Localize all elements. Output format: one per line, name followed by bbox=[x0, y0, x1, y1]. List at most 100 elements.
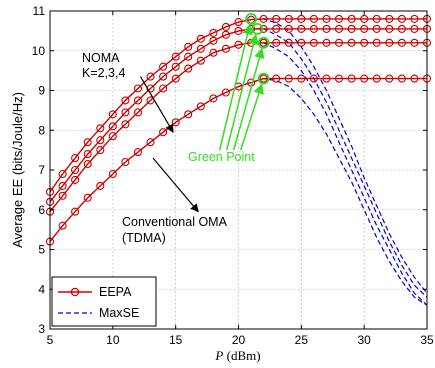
eepa-point bbox=[334, 14, 344, 23]
eepa-point bbox=[96, 136, 105, 145]
eepa-point bbox=[297, 38, 306, 47]
eepa-point bbox=[309, 14, 318, 23]
eepa-point bbox=[83, 159, 92, 169]
eepa-point bbox=[133, 96, 143, 105]
eepa-point bbox=[272, 38, 281, 47]
eepa-point bbox=[410, 38, 419, 47]
eepa-point bbox=[322, 14, 331, 23]
eepa-point bbox=[397, 24, 406, 33]
eepa-point bbox=[410, 14, 419, 23]
eepa-point bbox=[309, 24, 318, 33]
eepa-point bbox=[221, 44, 230, 53]
eepa-point bbox=[196, 34, 205, 43]
green-point-layer bbox=[218, 12, 270, 151]
eepa-point bbox=[284, 24, 293, 33]
oma-label-line1: Conventional OMA bbox=[122, 215, 228, 229]
y-tick-label: 5 bbox=[38, 243, 45, 257]
eepa-point bbox=[385, 14, 394, 23]
eepa-point bbox=[360, 38, 369, 47]
eepa-point bbox=[297, 14, 306, 23]
eepa-point bbox=[196, 44, 205, 53]
oma-label-line2: (TDMA) bbox=[122, 231, 166, 245]
green-arrow bbox=[218, 23, 253, 151]
eepa-point bbox=[372, 14, 381, 23]
eepa-point bbox=[397, 38, 406, 47]
eepa-point bbox=[221, 30, 230, 39]
eepa-point bbox=[385, 24, 394, 33]
y-tick-label: 4 bbox=[38, 282, 45, 296]
y-tick-label: 8 bbox=[38, 123, 45, 137]
legend-maxse-label: MaxSE bbox=[99, 306, 139, 320]
eepa-line-0 bbox=[49, 18, 427, 193]
eepa-point bbox=[209, 48, 218, 57]
maxse-line-3 bbox=[238, 77, 428, 306]
eepa-point bbox=[171, 118, 180, 127]
eepa-point bbox=[334, 74, 344, 83]
green-point-label: Green Point bbox=[188, 150, 255, 164]
eepa-point bbox=[334, 38, 344, 47]
maxse-line-2 bbox=[238, 42, 428, 306]
eepa-point bbox=[259, 14, 268, 23]
x-tick-label: 10 bbox=[106, 333, 120, 347]
eepa-point bbox=[259, 24, 268, 33]
eepa-point bbox=[347, 14, 356, 23]
eepa-point bbox=[234, 18, 243, 27]
eepa-point bbox=[171, 52, 180, 61]
eepa-point bbox=[108, 122, 117, 131]
eepa-point bbox=[71, 154, 80, 163]
eepa-point bbox=[309, 74, 318, 83]
eepa-point bbox=[360, 14, 369, 23]
eepa-point bbox=[58, 181, 67, 190]
x-tick-label: 35 bbox=[420, 333, 434, 347]
eepa-point bbox=[196, 56, 205, 65]
eepa-point bbox=[83, 150, 92, 159]
green-point bbox=[257, 36, 270, 49]
eepa-point bbox=[410, 74, 419, 83]
green-point bbox=[245, 12, 258, 25]
x-tick-label: 5 bbox=[47, 333, 54, 347]
eepa-point bbox=[297, 74, 306, 83]
eepa-point bbox=[58, 191, 67, 200]
eepa-point bbox=[322, 24, 331, 33]
eepa-point bbox=[121, 96, 130, 105]
green-point bbox=[257, 72, 270, 85]
eepa-point bbox=[397, 14, 406, 23]
eepa-point bbox=[58, 221, 67, 230]
eepa-point bbox=[159, 62, 168, 71]
x-tick-label: 20 bbox=[232, 333, 246, 347]
legend-eepa-marker bbox=[70, 287, 80, 297]
eepa-point bbox=[146, 72, 155, 81]
eepa-point bbox=[209, 36, 218, 45]
eepa-point bbox=[385, 74, 394, 83]
eepa-point bbox=[184, 52, 193, 61]
eepa-point bbox=[272, 24, 281, 33]
eepa-point bbox=[347, 74, 356, 83]
eepa-point bbox=[360, 24, 369, 33]
eepa-point bbox=[159, 84, 168, 93]
eepa-point bbox=[133, 84, 143, 93]
eepa-point bbox=[184, 110, 193, 119]
eepa-point bbox=[71, 207, 80, 216]
eepa-point bbox=[322, 38, 331, 47]
y-tick-label: 3 bbox=[38, 322, 45, 336]
eepa-point bbox=[83, 193, 92, 202]
eepa-point bbox=[159, 72, 168, 81]
eepa-point bbox=[184, 64, 193, 73]
y-axis-label: Average EE (bits/Joule/Hz) bbox=[10, 92, 25, 248]
eepa-point bbox=[96, 124, 105, 133]
eepa-point bbox=[234, 26, 243, 35]
eepa-point bbox=[209, 94, 218, 103]
eepa-point bbox=[372, 74, 381, 83]
eepa-point bbox=[71, 165, 80, 175]
noma-label-line1: NOMA bbox=[82, 51, 120, 65]
eepa-point bbox=[121, 120, 130, 129]
eepa-point bbox=[347, 38, 356, 47]
y-tick-label: 11 bbox=[33, 4, 46, 18]
eepa-point bbox=[96, 146, 105, 155]
legend-eepa-label: EEPA bbox=[99, 285, 132, 299]
eepa-point bbox=[108, 110, 117, 119]
eepa-point bbox=[133, 108, 143, 117]
eepa-point bbox=[96, 181, 105, 190]
eepa-point bbox=[133, 148, 143, 157]
